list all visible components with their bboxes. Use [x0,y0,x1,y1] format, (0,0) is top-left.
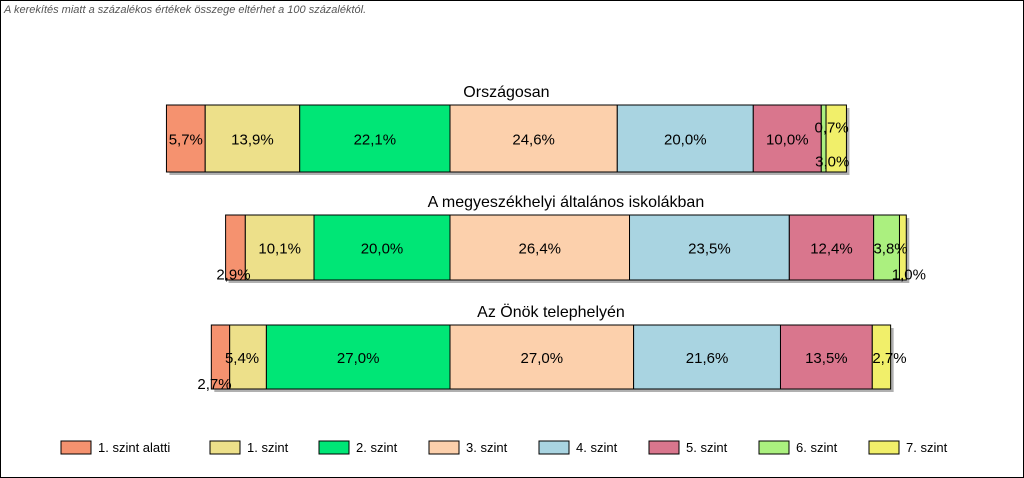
bar-segment [779,324,873,390]
data-label: 0,7% [815,120,849,137]
legend-label: 3. szint [466,440,508,455]
data-label: 24,6% [512,132,555,149]
group-title: A megyeszékhelyi általános iskolákban [428,194,705,211]
legend-swatch [60,440,92,455]
bar-segment [229,324,267,390]
legend-swatch [538,440,570,455]
data-label: 27,0% [337,350,380,367]
legend-label: 5. szint [686,440,728,455]
rounding-note: A kerekítés miatt a százalékos értékek ö… [4,4,367,16]
data-label: 3,0% [815,154,849,171]
data-label: 13,5% [805,350,848,367]
legend-label: 1. szint [247,440,289,455]
data-label: 12,4% [810,241,853,258]
data-label: 10,0% [766,132,809,149]
bar-segment [449,214,631,281]
group-title: Az Önök telephelyén [477,303,625,321]
data-label: 21,6% [686,350,729,367]
bar-segment [165,104,206,173]
data-label: 13,9% [231,132,274,149]
data-label: 5,4% [225,350,259,367]
legend-label: 2. szint [356,440,398,455]
bar-segment [629,214,790,281]
data-label: 26,4% [518,241,561,258]
data-label: 3,8% [873,241,907,258]
data-label: 22,1% [354,132,397,149]
bar-segment [299,104,451,173]
bar-segment [873,214,900,281]
legend-label: 1. szint alatti [98,440,170,455]
data-label: 5,7% [169,132,203,149]
bar-segment [633,324,781,390]
legend-swatch [758,440,790,455]
bar-segment [449,324,635,390]
legend-swatch [428,440,460,455]
bar-segment [825,104,847,173]
bar-segment [788,214,875,281]
data-label: 20,0% [361,241,404,258]
bar-segment [871,324,892,390]
legend-swatch [209,440,241,455]
group-title: Országosan [463,84,549,101]
legend-label: 4. szint [576,440,618,455]
legend-swatch [868,440,900,455]
data-label: 10,1% [258,241,301,258]
bar-segment [313,214,451,281]
data-label: 20,0% [664,132,707,149]
data-label: 2,9% [216,267,250,284]
data-label: 2,7% [872,350,906,367]
bar-segment [449,104,618,173]
legend-swatch [648,440,680,455]
bar-segment [898,214,907,281]
data-label: 2,7% [197,376,231,393]
bar-segment [752,104,822,173]
bar-segment [616,104,754,173]
legend-swatch [318,440,350,455]
data-label: 23,5% [688,241,731,258]
legend-label: 7. szint [906,440,948,455]
bar-segment [265,324,451,390]
data-label: 27,0% [521,350,564,367]
legend-label: 6. szint [796,440,838,455]
data-label: 1,0% [892,267,926,284]
